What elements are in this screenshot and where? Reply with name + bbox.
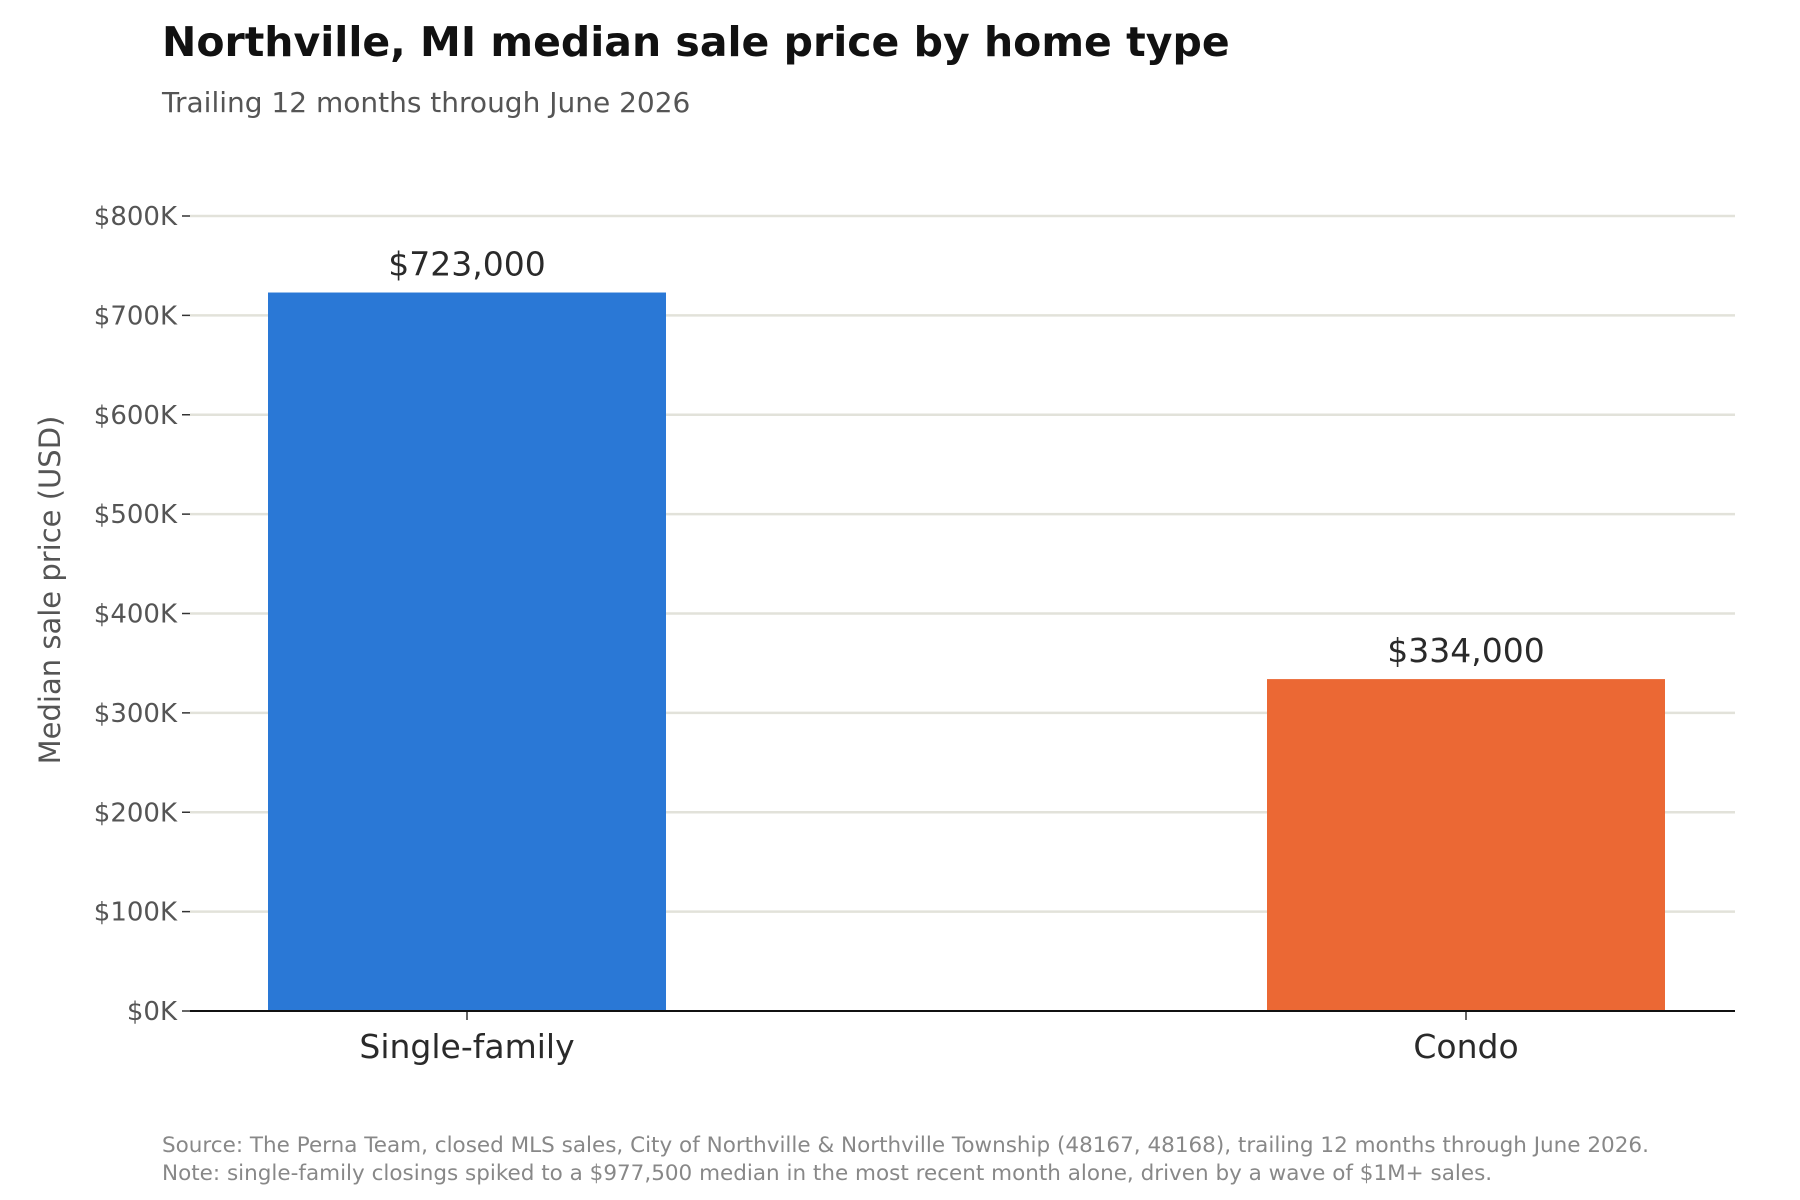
y-tick-label: $400K [94,600,178,630]
y-tick-label: $100K [94,898,178,928]
bars: $723,000 $334,000 [268,245,1665,1011]
y-tick-label: $700K [94,301,178,331]
y-tick-label: $300K [94,699,178,729]
y-axis-label: Median sale price (USD) [33,416,67,765]
source-note: Source: The Perna Team, closed MLS sales… [162,1133,1649,1158]
y-tick-label: $800K [94,202,178,232]
footnote: Note: single-family closings spiked to a… [162,1161,1493,1186]
bar-single-family [268,292,666,1011]
y-tick-label: $600K [94,401,178,431]
x-axis: Single-family Condo [190,1010,1735,1066]
y-tick-label: $0K [127,997,178,1027]
x-tick-label: Single-family [359,1027,574,1066]
bar-condo [1267,679,1665,1011]
y-tick-label: $200K [94,798,178,828]
data-label: $723,000 [388,245,545,284]
y-axis: $0K $100K $200K $300K $400K $500K $600K $700K $8… [94,202,190,1027]
y-tick-label: $500K [94,500,178,530]
data-label: $334,000 [1387,631,1544,670]
chart-subtitle: Trailing 12 months through June 2026 [162,86,691,119]
chart-title: Northville, MI median sale price by home… [162,18,1230,66]
x-tick-label: Condo [1413,1027,1518,1066]
